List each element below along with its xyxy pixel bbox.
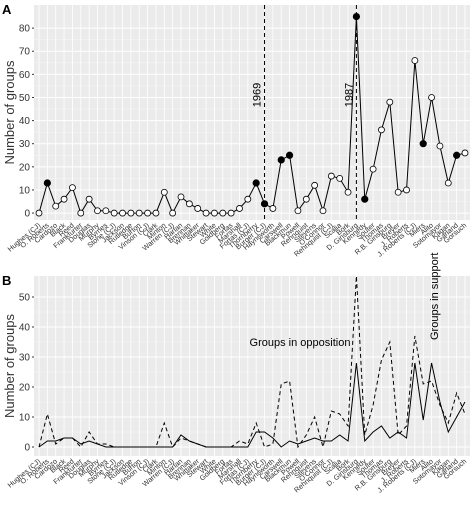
- point: [127, 209, 135, 217]
- point: [386, 98, 394, 106]
- point: [94, 207, 101, 215]
- y-tick-label: 50: [19, 93, 31, 104]
- point: [236, 205, 243, 212]
- panel-label: B: [2, 273, 11, 288]
- point: [269, 205, 277, 212]
- y-tick-label: 80: [19, 24, 31, 35]
- point: [369, 165, 377, 173]
- point: [152, 209, 160, 217]
- point: [436, 142, 444, 150]
- plot-background: [34, 276, 470, 456]
- point: [453, 151, 461, 159]
- point: [102, 207, 110, 215]
- point: [344, 188, 352, 196]
- point: [403, 186, 410, 194]
- point: [85, 195, 93, 203]
- point: [52, 202, 60, 210]
- point: [428, 94, 435, 101]
- y-tick-label: 0: [24, 443, 30, 454]
- y-tick-label: 10: [19, 185, 31, 196]
- point: [319, 207, 327, 215]
- point: [69, 184, 76, 192]
- point: [294, 207, 302, 215]
- series-line: [38, 16, 466, 215]
- point: [177, 193, 185, 201]
- point: [194, 205, 202, 212]
- point: [352, 12, 361, 21]
- y-tick-label: 30: [19, 139, 31, 150]
- point: [285, 151, 294, 159]
- point: [110, 209, 118, 217]
- y-axis-title: Number of groups: [2, 313, 17, 418]
- point: [77, 209, 85, 217]
- series-line: [38, 275, 466, 449]
- point: [43, 179, 51, 187]
- y-tick-label: 60: [19, 70, 31, 81]
- point: [327, 172, 335, 180]
- point: [35, 209, 43, 217]
- series-label: Groups in support: [429, 253, 441, 340]
- point: [227, 209, 235, 217]
- panel-label: A: [2, 2, 12, 17]
- point: [169, 209, 177, 217]
- point: [211, 209, 218, 217]
- point: [277, 156, 285, 164]
- point: [302, 195, 310, 203]
- y-tick-label: 30: [19, 353, 31, 364]
- point: [444, 179, 452, 187]
- point: [60, 195, 68, 203]
- point: [185, 200, 193, 208]
- point: [135, 209, 143, 217]
- point: [252, 179, 260, 187]
- series-label: Groups in opposition: [250, 337, 351, 349]
- series-line: [38, 362, 466, 448]
- point: [378, 126, 385, 134]
- point: [336, 174, 344, 182]
- point: [219, 209, 227, 217]
- point: [202, 209, 210, 217]
- y-tick-label: 0: [24, 209, 30, 220]
- y-tick-label: 40: [19, 116, 31, 127]
- event-label: 1969: [252, 83, 264, 107]
- point: [144, 209, 151, 217]
- y-tick-label: 20: [19, 383, 31, 394]
- point: [160, 188, 168, 196]
- point: [311, 181, 319, 189]
- point: [419, 140, 427, 148]
- y-tick-label: 20: [19, 162, 31, 173]
- event-label: 1987: [343, 83, 355, 107]
- y-tick-label: 70: [19, 47, 31, 58]
- y-axis-title: Number of groups: [2, 60, 17, 165]
- y-tick-label: 40: [19, 323, 31, 334]
- point: [461, 149, 469, 157]
- point: [260, 200, 269, 208]
- point: [119, 209, 126, 217]
- point: [244, 195, 252, 203]
- point: [361, 195, 369, 203]
- y-tick-label: 10: [19, 413, 31, 424]
- point: [411, 57, 419, 64]
- point: [394, 188, 402, 196]
- y-tick-label: 50: [19, 293, 31, 304]
